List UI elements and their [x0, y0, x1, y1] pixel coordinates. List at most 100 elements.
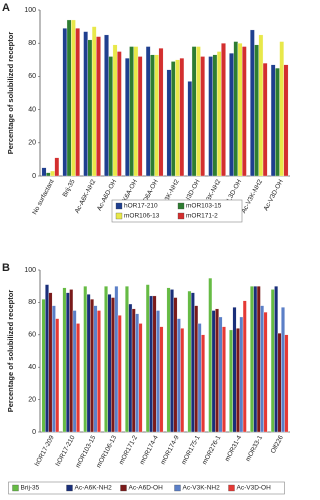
- bar: [187, 81, 193, 177]
- bar: [104, 34, 109, 177]
- bar: [117, 51, 122, 177]
- bar: [256, 286, 261, 433]
- y-axis-title: Percentage of solubilized receptor: [6, 290, 15, 413]
- bar: [262, 62, 268, 177]
- bar: [45, 172, 51, 177]
- y-tick-label: 80: [28, 40, 36, 47]
- bar: [41, 167, 47, 177]
- bar: [135, 313, 140, 433]
- bar: [149, 295, 154, 433]
- bar: [69, 289, 74, 433]
- x-tick-label: mOR276-1: [201, 434, 222, 466]
- bar: [175, 59, 180, 177]
- bar: [62, 287, 67, 433]
- bar: [208, 277, 213, 433]
- bar: [114, 286, 119, 433]
- bar: [211, 310, 216, 433]
- bar: [117, 315, 122, 433]
- bar: [237, 43, 243, 177]
- bar: [133, 46, 139, 177]
- bar: [229, 329, 233, 433]
- bar: [45, 284, 49, 433]
- bar: [54, 157, 60, 177]
- bar: [50, 170, 55, 177]
- x-tick-label: Ac-V3K-NH2: [240, 178, 264, 214]
- bar: [154, 54, 160, 177]
- x-tick-label: mOR106-13: [95, 434, 118, 469]
- x-tick-label: mOR171-2: [118, 434, 139, 466]
- bar: [72, 310, 77, 433]
- bar: [194, 305, 199, 433]
- legend-label: Ac-V3K-NH2: [183, 485, 221, 492]
- figure: A Percentage of solubilized receptor 0 20 40…: [2, 2, 290, 495]
- bar: [138, 323, 143, 433]
- bar: [83, 286, 88, 433]
- bar: [180, 328, 185, 433]
- bar: [221, 43, 226, 177]
- bar: [190, 292, 195, 433]
- bar: [104, 286, 108, 433]
- legend-swatch: [115, 212, 123, 220]
- bar: [62, 28, 68, 177]
- bar: [48, 292, 53, 433]
- bar: [250, 29, 255, 177]
- x-tick-label: mOR103-15: [75, 434, 98, 469]
- bar: [179, 57, 185, 177]
- bar: [111, 297, 115, 433]
- bar: [156, 310, 160, 433]
- bar: [283, 64, 289, 177]
- bar: [258, 34, 264, 177]
- bar: [145, 46, 151, 177]
- bar: [170, 61, 176, 177]
- bar: [108, 56, 114, 177]
- legend-box: [8, 481, 285, 495]
- bar: [137, 56, 143, 177]
- bar: [166, 69, 172, 177]
- bar: [222, 326, 226, 433]
- x-tick-label: Ac-A6K-NH2: [74, 178, 98, 214]
- bar: [270, 289, 275, 433]
- bar: [197, 323, 202, 433]
- bar: [173, 297, 178, 433]
- y-tick-label: 0: [32, 173, 36, 180]
- bar: [279, 41, 285, 177]
- y-axis-title: Percentage of solubilized receptor: [6, 32, 15, 155]
- bar: [274, 286, 279, 433]
- bar: [201, 334, 205, 433]
- bar: [218, 316, 223, 433]
- bar: [254, 44, 259, 177]
- y-tick-label: 40: [28, 364, 36, 371]
- x-tick-label: Olf226: [270, 434, 285, 455]
- y-tick-label: 60: [28, 332, 36, 339]
- legend-swatch: [174, 484, 181, 492]
- bar: [83, 31, 88, 177]
- bar: [263, 311, 268, 433]
- bar: [229, 53, 234, 177]
- bar: [253, 286, 258, 433]
- bar: [216, 51, 222, 177]
- bar: [166, 287, 171, 433]
- y-tick-label: 80: [28, 299, 36, 306]
- bar: [129, 46, 134, 177]
- bar: [158, 48, 164, 177]
- bar: [66, 19, 72, 177]
- y-tick-label: 0: [32, 429, 36, 436]
- bar: [51, 305, 56, 433]
- bar: [196, 46, 201, 177]
- bar: [90, 299, 94, 433]
- bar: [187, 290, 192, 433]
- x-tick-label: No surfactant: [31, 178, 55, 216]
- bar: [275, 67, 280, 177]
- legend-label: Ac-A6D-OH: [129, 485, 164, 492]
- y-tick-label: 100: [24, 267, 36, 274]
- panel-label: A: [2, 2, 10, 14]
- bar: [277, 333, 282, 433]
- bar: [239, 316, 244, 433]
- x-tick-label: mOR174-9: [160, 434, 181, 466]
- bar: [150, 54, 155, 177]
- bar: [242, 300, 247, 433]
- bar: [212, 54, 218, 177]
- legend-swatch: [120, 484, 127, 492]
- bar: [125, 286, 129, 433]
- bar: [41, 299, 46, 433]
